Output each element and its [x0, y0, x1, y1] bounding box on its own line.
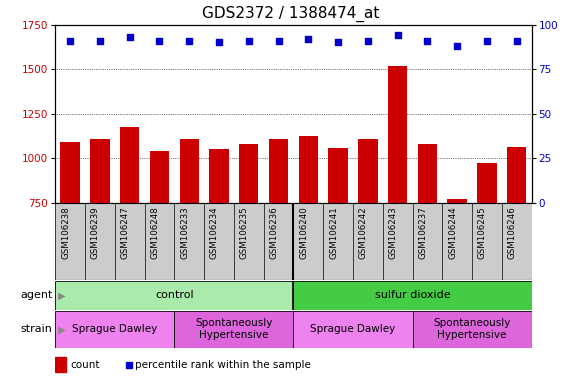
Text: Sprague Dawley: Sprague Dawley	[310, 324, 396, 334]
Text: GSM106240: GSM106240	[299, 206, 309, 259]
Bar	[507, 147, 526, 203]
Bar	[413, 311, 532, 348]
Text: control: control	[155, 290, 193, 301]
Bar	[174, 311, 293, 348]
Point	[155, 38, 164, 44]
Bar	[120, 127, 139, 203]
Point	[423, 38, 432, 44]
Text: GSM106235: GSM106235	[240, 206, 249, 259]
Text: GSM106238: GSM106238	[61, 206, 70, 259]
Bar	[418, 144, 437, 203]
Bar	[209, 149, 229, 203]
Text: GSM106241: GSM106241	[329, 206, 338, 259]
Bar	[328, 148, 348, 203]
Point	[244, 38, 253, 44]
Point	[125, 34, 134, 40]
Point	[214, 40, 224, 46]
Bar	[55, 281, 293, 310]
Bar	[239, 144, 259, 203]
Text: GSM106243: GSM106243	[389, 206, 397, 259]
Text: GSM106248: GSM106248	[150, 206, 159, 259]
Text: ▶: ▶	[55, 290, 65, 301]
Bar	[269, 139, 288, 203]
Bar	[388, 66, 407, 203]
Text: GSM106245: GSM106245	[478, 206, 487, 259]
Text: agent: agent	[20, 290, 52, 301]
Bar	[293, 281, 532, 310]
Text: Spontaneously
Hypertensive: Spontaneously Hypertensive	[433, 318, 511, 340]
Text: GSM106242: GSM106242	[359, 206, 368, 259]
Bar	[477, 163, 497, 203]
Bar	[358, 139, 378, 203]
Text: GSM106239: GSM106239	[91, 206, 100, 259]
Bar	[90, 139, 110, 203]
Bar	[55, 357, 66, 372]
Point	[124, 362, 134, 368]
Text: Spontaneously
Hypertensive: Spontaneously Hypertensive	[195, 318, 272, 340]
Text: count: count	[70, 360, 100, 370]
Point	[333, 40, 343, 46]
Text: GSM106233: GSM106233	[180, 206, 189, 259]
Point	[512, 38, 521, 44]
Bar	[299, 136, 318, 203]
Text: GSM106237: GSM106237	[418, 206, 428, 259]
Text: ▶: ▶	[55, 324, 65, 334]
Point	[304, 36, 313, 42]
Text: GSM106246: GSM106246	[508, 206, 517, 259]
Bar	[55, 311, 174, 348]
Text: sulfur dioxide: sulfur dioxide	[375, 290, 450, 301]
Point	[453, 43, 462, 49]
Point	[363, 38, 372, 44]
Bar	[293, 311, 413, 348]
Bar	[180, 139, 199, 203]
Text: GDS2372 / 1388474_at: GDS2372 / 1388474_at	[202, 6, 379, 22]
Text: Sprague Dawley: Sprague Dawley	[72, 324, 157, 334]
Text: strain: strain	[20, 324, 52, 334]
Bar	[150, 151, 169, 203]
Bar	[60, 142, 80, 203]
Point	[185, 38, 194, 44]
Point	[482, 38, 492, 44]
Text: GSM106247: GSM106247	[121, 206, 130, 259]
Text: GSM106236: GSM106236	[270, 206, 278, 259]
Text: GSM106234: GSM106234	[210, 206, 219, 259]
Bar	[447, 199, 467, 203]
Point	[274, 38, 283, 44]
Point	[393, 32, 402, 38]
Text: GSM106244: GSM106244	[448, 206, 457, 259]
Text: percentile rank within the sample: percentile rank within the sample	[135, 360, 311, 370]
Point	[66, 38, 75, 44]
Point	[95, 38, 105, 44]
